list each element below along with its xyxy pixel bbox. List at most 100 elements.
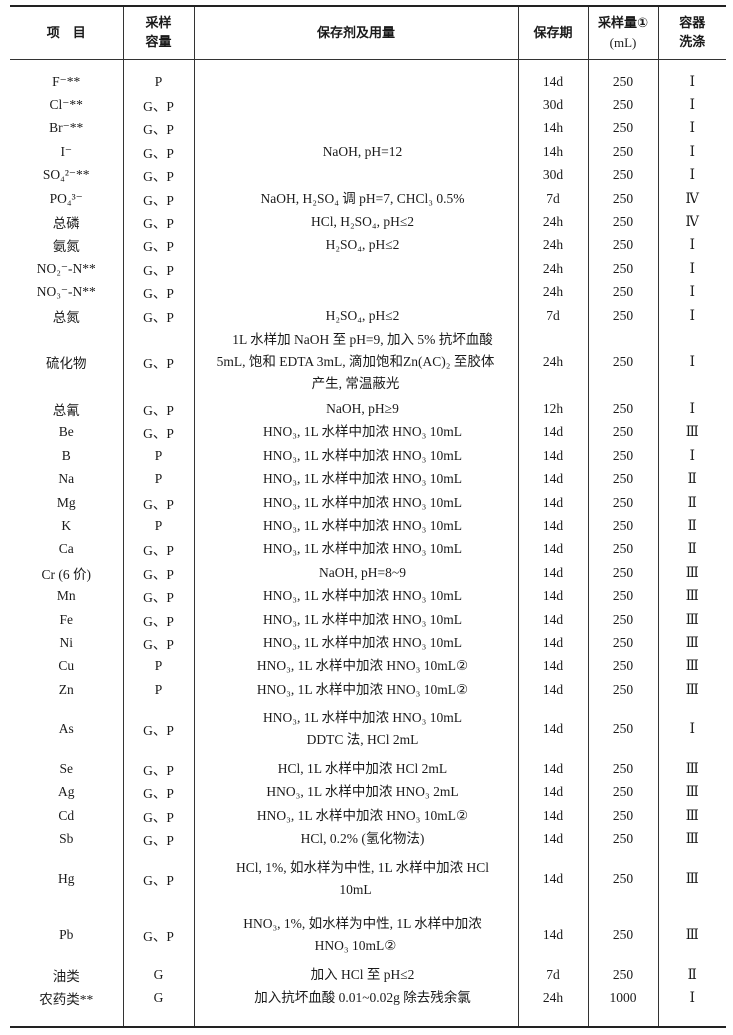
preservative-cell bbox=[193, 163, 518, 187]
table-row: Br⁻** G、P 14h 250 Ⅰ bbox=[10, 116, 726, 141]
table-row: F⁻** P 14d 250 Ⅰ bbox=[10, 70, 726, 94]
container-cell: G、P bbox=[122, 780, 194, 805]
table-row: Mn G、P HNO₃, 1L 水样中加浓 HNO₃ 10mL 14d 250 Ⅲ bbox=[10, 584, 726, 608]
preservative-cell: HNO₃, 1L 水样中加浓 HNO₃ 10mL② bbox=[193, 677, 518, 702]
preservative-line: HNO₃, 1L 水样中加浓 HNO₃ 10mL bbox=[262, 588, 463, 604]
preservative-cell: HNO₃, 1L 水样中加浓 HNO₃ 10mL② bbox=[193, 804, 518, 828]
table-row: Ca G、P HNO₃, 1L 水样中加浓 HNO₃ 10mL 14d 250 Ⅱ bbox=[10, 537, 726, 562]
volume-cell: 250 bbox=[587, 804, 658, 828]
table-row: Pb G、P HNO₃, 1%, 如水样为中性, 1L 水样中加浓 HNO₃ 10mL… bbox=[10, 906, 726, 963]
volume-cell: 250 bbox=[587, 827, 658, 851]
item-cell: Cr (6 价) bbox=[41, 566, 92, 582]
wash-cell: Ⅰ bbox=[657, 444, 726, 468]
wash-cell: Ⅰ bbox=[657, 327, 726, 398]
wash-cell: Ⅲ bbox=[657, 677, 726, 702]
preservative-line: HNO₃, 1L 水样中加浓 HNO₃ 10mL bbox=[262, 494, 463, 510]
preservative-line: HNO₃, 1L 水样中加浓 HNO₃ 10mL② bbox=[256, 658, 469, 674]
volume-cell: 250 bbox=[587, 93, 658, 117]
period-cell: 14d bbox=[517, 607, 588, 632]
period-cell: 24h bbox=[517, 257, 588, 281]
preservative-line: 加入抗坏血酸 0.01~0.02g 除去残余氯 bbox=[254, 990, 471, 1006]
period-cell: 24h bbox=[517, 210, 588, 234]
wash-cell: Ⅱ bbox=[657, 490, 726, 515]
wash-cell: Ⅰ bbox=[657, 116, 726, 141]
wash-cell: Ⅱ bbox=[657, 537, 726, 562]
preservative-cell: NaOH, pH=8~9 bbox=[193, 561, 518, 585]
item-cell: 总氰 bbox=[52, 402, 80, 418]
container-cell: P bbox=[122, 677, 194, 702]
volume-cell: 250 bbox=[587, 444, 658, 468]
container-cell: G、P bbox=[122, 257, 194, 281]
preservative-cell: HCl, 0.2% (氢化物法) bbox=[193, 827, 518, 851]
wash-cell: Ⅱ bbox=[657, 962, 726, 987]
period-cell: 14d bbox=[517, 780, 588, 805]
period-cell: 14d bbox=[517, 677, 588, 702]
preservative-line: NaOH, pH≥9 bbox=[326, 400, 399, 416]
container-cell: G、P bbox=[122, 420, 194, 445]
preservative-line: HNO₃, 1L 水样中加浓 HNO₃ 10mL bbox=[262, 541, 463, 557]
preservative-line: NaOH, H₂SO₄ 调 pH=7, CHCl₃ 0.5% bbox=[260, 190, 465, 206]
container-cell: G bbox=[122, 986, 194, 1010]
preservative-cell: HNO₃, 1L 水样中加浓 HNO₃ 10mL bbox=[193, 444, 518, 468]
preservative-cell: HNO₃, 1L 水样中加浓 HNO₃ 10mL bbox=[193, 420, 518, 445]
table-row: Mg G、P HNO₃, 1L 水样中加浓 HNO₃ 10mL 14d 250 Ⅱ bbox=[10, 490, 726, 515]
preservative-cell: HNO₃, 1L 水样中加浓 HNO₃ 10mL DDTC 法, HCl 2mL bbox=[193, 701, 518, 758]
container-cell: G、P bbox=[122, 140, 194, 164]
volume-cell: 250 bbox=[587, 467, 658, 491]
header-wash-line2: 洗涤 bbox=[679, 35, 706, 50]
preservative-cell: NaOH, H₂SO₄ 调 pH=7, CHCl₃ 0.5% bbox=[193, 186, 518, 211]
volume-cell: 250 bbox=[587, 70, 658, 94]
period-cell: 14d bbox=[517, 514, 588, 538]
period-cell: 14h bbox=[517, 116, 588, 141]
preservative-line: HNO₃, 1L 水样中加浓 HNO₃ 10mL bbox=[262, 634, 463, 650]
preservative-cell: HCl, H₂SO₄, pH≤2 bbox=[193, 210, 518, 234]
container-cell: G、P bbox=[122, 233, 194, 258]
container-cell: G、P bbox=[122, 186, 194, 211]
item-cell: Mn bbox=[56, 588, 76, 604]
header-container: 采样 容量 bbox=[122, 6, 194, 60]
item-cell: Zn bbox=[58, 681, 74, 697]
header-volume-line1: 采样量① bbox=[597, 16, 648, 31]
volume-cell: 250 bbox=[587, 257, 658, 281]
wash-cell: Ⅲ bbox=[657, 850, 726, 907]
preservative-line: NaOH, pH=8~9 bbox=[319, 564, 406, 580]
preservative-cell: HNO₃, 1%, 如水样为中性, 1L 水样中加浓 HNO₃ 10mL② bbox=[193, 906, 518, 963]
preservative-line: HCl, 1%, 如水样为中性, 1L 水样中加浓 HCl bbox=[236, 859, 489, 875]
wash-cell: Ⅰ bbox=[657, 986, 726, 1010]
wash-cell: Ⅱ bbox=[657, 467, 726, 491]
item-cell: Cd bbox=[58, 807, 75, 823]
table-body: F⁻** P 14d 250 Ⅰ Cl⁻** G、P 30d 250 Ⅰ Br⁻** G、P 14h 25… bbox=[10, 59, 726, 1027]
volume-cell: 250 bbox=[587, 607, 658, 632]
preservative-line: HCl, 1L 水样中加浓 HCl 2mL bbox=[277, 761, 448, 777]
volume-cell: 250 bbox=[587, 163, 658, 187]
table-row: I⁻ G、P NaOH, pH=12 14h 250 Ⅰ bbox=[10, 140, 726, 164]
wash-cell: Ⅰ bbox=[657, 303, 726, 328]
volume-cell: 250 bbox=[587, 906, 658, 963]
preservative-cell: 1L 水样加 NaOH 至 pH=9, 加入 5% 抗坏血酸 5mL, 饱和 ED… bbox=[193, 327, 518, 398]
table-row: Na P HNO₃, 1L 水样中加浓 HNO₃ 10mL 14d 250 Ⅱ bbox=[10, 467, 726, 491]
item-cell: Cl⁻** bbox=[49, 97, 83, 113]
table-row: Cu P HNO₃, 1L 水样中加浓 HNO₃ 10mL② 14d 250 Ⅲ bbox=[10, 654, 726, 678]
wash-cell: Ⅲ bbox=[657, 827, 726, 851]
volume-cell: 250 bbox=[587, 677, 658, 702]
table-row: Cl⁻** G、P 30d 250 Ⅰ bbox=[10, 93, 726, 117]
preservative-cell bbox=[193, 257, 518, 281]
container-cell: P bbox=[122, 467, 194, 491]
period-cell: 30d bbox=[517, 93, 588, 117]
volume-cell: 250 bbox=[587, 140, 658, 164]
container-cell: P bbox=[122, 514, 194, 538]
item-cell: SO₄²⁻** bbox=[42, 167, 90, 183]
period-cell: 24h bbox=[517, 986, 588, 1010]
period-cell: 14d bbox=[517, 467, 588, 491]
volume-cell: 250 bbox=[587, 962, 658, 987]
item-cell: As bbox=[58, 721, 74, 737]
volume-cell: 1000 bbox=[587, 986, 658, 1010]
header-volume-line2: (mL) bbox=[609, 35, 637, 50]
table-row: 总氰 G、P NaOH, pH≥9 12h 250 Ⅰ bbox=[10, 397, 726, 421]
table-row: PO₄³⁻ G、P NaOH, H₂SO₄ 调 pH=7, CHCl₃ 0.5% 7d… bbox=[10, 186, 726, 211]
volume-cell: 250 bbox=[587, 537, 658, 562]
wash-cell: Ⅰ bbox=[657, 163, 726, 187]
period-cell: 14d bbox=[517, 444, 588, 468]
volume-cell: 250 bbox=[587, 233, 658, 258]
preservative-line: HNO₃, 1L 水样中加浓 HNO₃ 10mL bbox=[262, 424, 463, 440]
